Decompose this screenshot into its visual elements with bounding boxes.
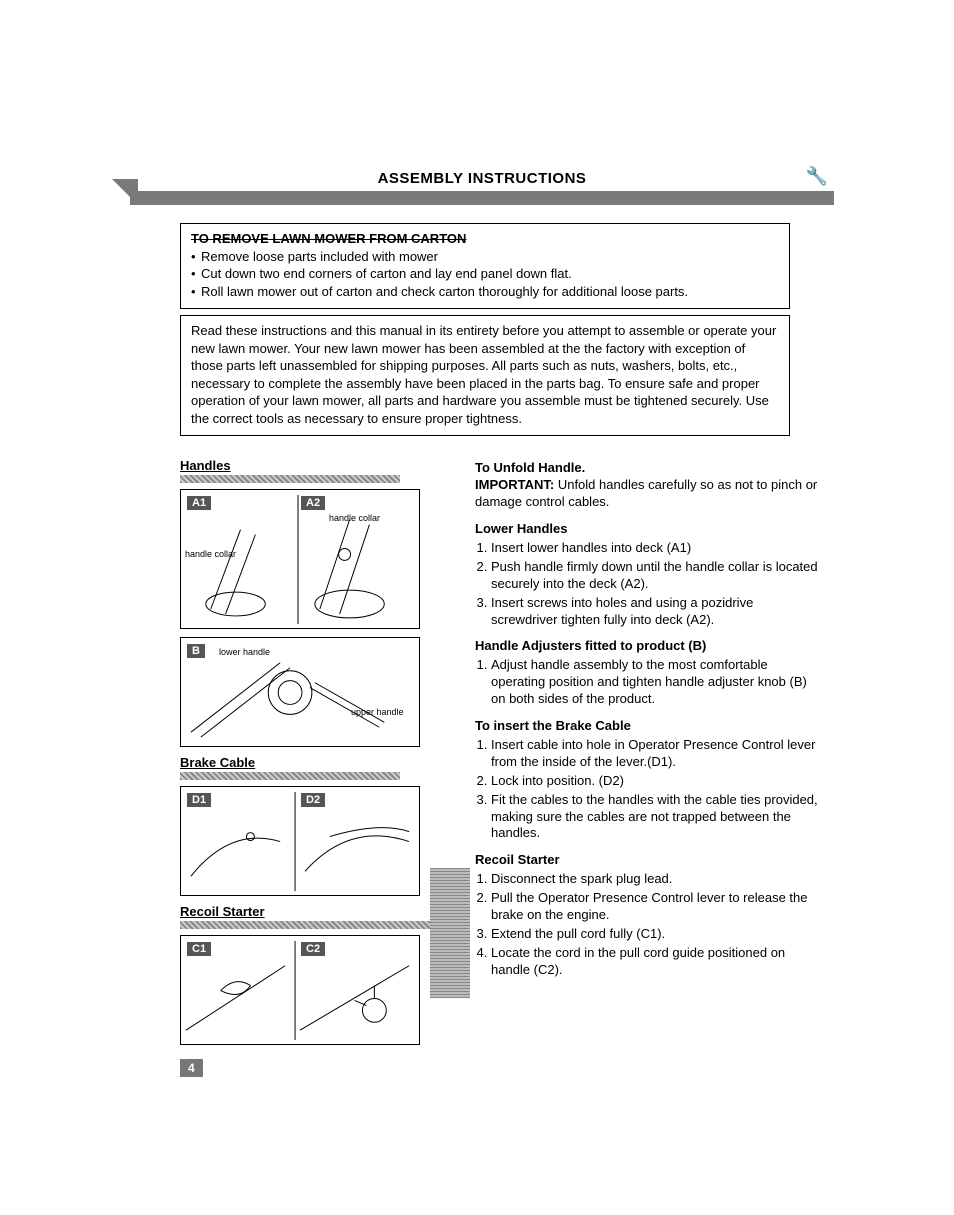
hatch-bar	[180, 475, 400, 483]
page-number: 4	[180, 1059, 203, 1077]
list-item: Disconnect the spark plug lead.	[491, 871, 820, 888]
adjusters-list: Adjust handle assembly to the most comfo…	[475, 657, 820, 708]
page-title: ASSEMBLY INSTRUCTIONS	[130, 170, 834, 191]
vertical-hatch-strip	[430, 868, 470, 998]
figure-b-drawing	[181, 638, 419, 747]
figure-b: B lower handle upper handle	[180, 637, 420, 747]
list-item: Lock into position. (D2)	[491, 773, 820, 790]
box1-item-text: Cut down two end corners of carton and l…	[201, 265, 572, 283]
content-columns: Handles A1 A2 handle collar handle colla…	[180, 450, 820, 1053]
brake-list: Insert cable into hole in Operator Prese…	[475, 737, 820, 842]
brake-heading: To insert the Brake Cable	[475, 718, 820, 735]
instructions-column: To Unfold Handle. IMPORTANT: Unfold hand…	[475, 450, 820, 1053]
list-item: Insert lower handles into deck (A1)	[491, 540, 820, 557]
list-item: Extend the pull cord fully (C1).	[491, 926, 820, 943]
handles-label: Handles	[180, 458, 435, 473]
list-item: Insert cable into hole in Operator Prese…	[491, 737, 820, 771]
box1-item: •Remove loose parts included with mower	[191, 248, 779, 266]
list-item: Adjust handle assembly to the most comfo…	[491, 657, 820, 708]
box1-item: •Cut down two end corners of carton and …	[191, 265, 779, 283]
box-remove-carton: TO REMOVE LAWN MOWER FROM CARTON •Remove…	[180, 223, 790, 309]
figure-d: D1 D2	[180, 786, 420, 896]
banner-stripe	[130, 191, 834, 205]
figure-a: A1 A2 handle collar handle collar	[180, 489, 420, 629]
wrench-icon: 🔧	[806, 166, 828, 187]
unfold-paragraph: IMPORTANT: Unfold handles carefully so a…	[475, 477, 820, 511]
figure-c-drawing	[181, 936, 419, 1045]
lower-handles-heading: Lower Handles	[475, 521, 820, 538]
list-item: Push handle firmly down until the handle…	[491, 559, 820, 593]
figures-column: Handles A1 A2 handle collar handle colla…	[180, 450, 435, 1053]
figure-d-drawing	[181, 787, 419, 896]
page: ASSEMBLY INSTRUCTIONS 🔧 TO REMOVE LAWN M…	[0, 0, 954, 1215]
box1-item-text: Remove loose parts included with mower	[201, 248, 438, 266]
list-item: Pull the Operator Presence Control lever…	[491, 890, 820, 924]
box1-item-text: Roll lawn mower out of carton and check …	[201, 283, 688, 301]
figure-c: C1 C2	[180, 935, 420, 1045]
hatch-bar	[180, 921, 440, 929]
box-read-instructions: Read these instructions and this manual …	[180, 315, 790, 436]
box2-text: Read these instructions and this manual …	[191, 323, 776, 426]
box1-heading: TO REMOVE LAWN MOWER FROM CARTON	[191, 230, 779, 248]
lower-handles-list: Insert lower handles into deck (A1) Push…	[475, 540, 820, 628]
list-item: Locate the cord in the pull cord guide p…	[491, 945, 820, 979]
recoil-label: Recoil Starter	[180, 904, 435, 919]
header-banner: ASSEMBLY INSTRUCTIONS 🔧	[130, 170, 834, 205]
brake-label: Brake Cable	[180, 755, 435, 770]
recoil-list: Disconnect the spark plug lead. Pull the…	[475, 871, 820, 978]
recoil-heading: Recoil Starter	[475, 852, 820, 869]
hatch-bar	[180, 772, 400, 780]
box1-item: •Roll lawn mower out of carton and check…	[191, 283, 779, 301]
list-item: Insert screws into holes and using a poz…	[491, 595, 820, 629]
adjusters-heading: Handle Adjusters fitted to product (B)	[475, 638, 820, 655]
unfold-heading: To Unfold Handle.	[475, 460, 820, 477]
figure-a-drawing	[181, 490, 419, 629]
list-item: Fit the cables to the handles with the c…	[491, 792, 820, 843]
